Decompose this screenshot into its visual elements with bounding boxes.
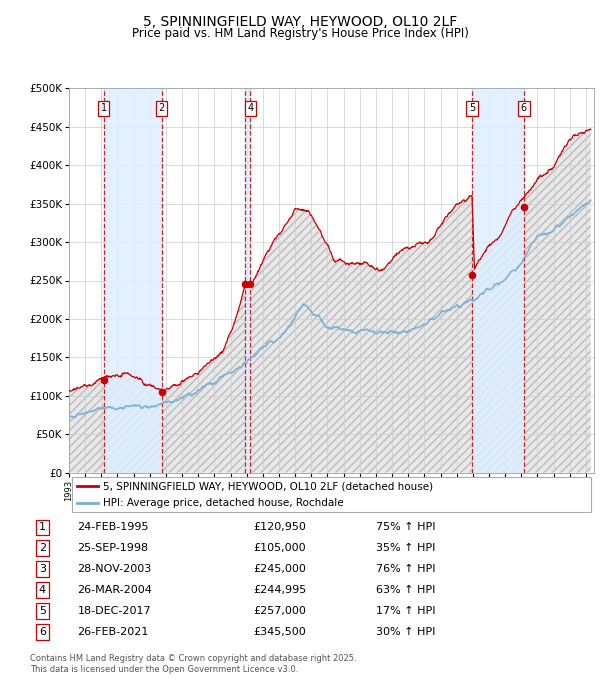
Text: Contains HM Land Registry data © Crown copyright and database right 2025.
This d: Contains HM Land Registry data © Crown c… (30, 654, 356, 674)
Bar (104, 88, 161, 473)
Text: 30% ↑ HPI: 30% ↑ HPI (376, 627, 436, 637)
Text: £245,000: £245,000 (253, 564, 306, 574)
Text: 26-MAR-2004: 26-MAR-2004 (77, 585, 152, 595)
Text: 6: 6 (521, 103, 527, 114)
Text: 35% ↑ HPI: 35% ↑ HPI (376, 543, 436, 554)
Text: HPI: Average price, detached house, Rochdale: HPI: Average price, detached house, Roch… (103, 498, 344, 509)
Text: 1: 1 (39, 522, 46, 532)
Text: 76% ↑ HPI: 76% ↑ HPI (376, 564, 436, 574)
Text: 26-FEB-2021: 26-FEB-2021 (77, 627, 149, 637)
Text: 1: 1 (101, 103, 107, 114)
Text: £345,500: £345,500 (253, 627, 306, 637)
Text: £257,000: £257,000 (253, 606, 306, 616)
Text: 75% ↑ HPI: 75% ↑ HPI (376, 522, 436, 532)
Text: 17% ↑ HPI: 17% ↑ HPI (376, 606, 436, 616)
Text: 4: 4 (39, 585, 46, 595)
Text: 18-DEC-2017: 18-DEC-2017 (77, 606, 151, 616)
Bar (472, 88, 524, 473)
Text: 5: 5 (469, 103, 475, 114)
Text: £120,950: £120,950 (253, 522, 306, 532)
Text: 6: 6 (39, 627, 46, 637)
Text: 5, SPINNINGFIELD WAY, HEYWOOD, OL10 2LF: 5, SPINNINGFIELD WAY, HEYWOOD, OL10 2LF (143, 15, 457, 29)
Text: 3: 3 (39, 564, 46, 574)
Text: 5: 5 (39, 606, 46, 616)
Text: Price paid vs. HM Land Registry's House Price Index (HPI): Price paid vs. HM Land Registry's House … (131, 27, 469, 39)
Text: £244,995: £244,995 (253, 585, 307, 595)
Text: 5, SPINNINGFIELD WAY, HEYWOOD, OL10 2LF (detached house): 5, SPINNINGFIELD WAY, HEYWOOD, OL10 2LF … (103, 481, 433, 491)
Text: 63% ↑ HPI: 63% ↑ HPI (376, 585, 436, 595)
FancyBboxPatch shape (71, 477, 592, 512)
Text: 2: 2 (39, 543, 46, 554)
Text: 25-SEP-1998: 25-SEP-1998 (77, 543, 149, 554)
Text: 28-NOV-2003: 28-NOV-2003 (77, 564, 152, 574)
Bar (245, 88, 250, 473)
Text: £105,000: £105,000 (253, 543, 306, 554)
Text: 4: 4 (247, 103, 254, 114)
Text: 24-FEB-1995: 24-FEB-1995 (77, 522, 149, 532)
Text: 2: 2 (158, 103, 165, 114)
